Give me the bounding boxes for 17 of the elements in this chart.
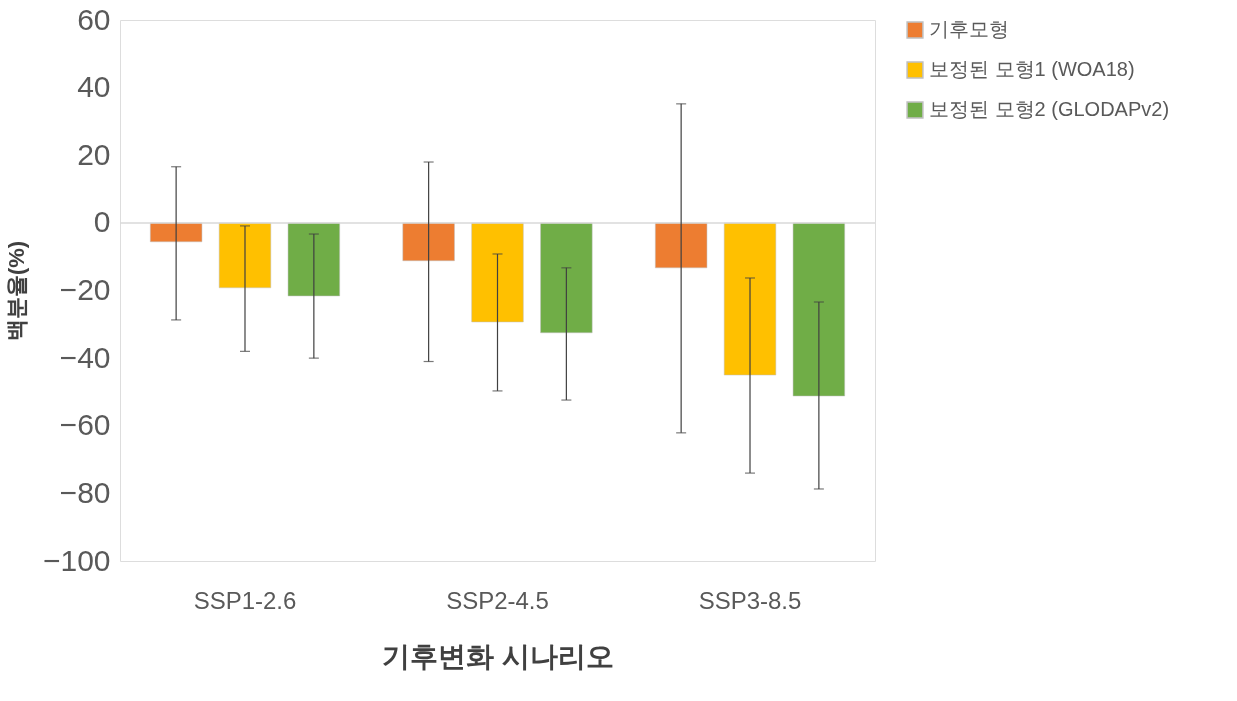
legend-label: 기후모형: [929, 18, 1009, 40]
y-tick-label: −40: [59, 340, 111, 374]
y-axis-title: 백분율(%): [3, 240, 29, 342]
y-tick-label: 60: [77, 2, 111, 36]
legend-label: 보정된 모형1 (WOA18): [929, 58, 1135, 80]
legend-label: 보정된 모형2 (GLODAPv2): [929, 98, 1170, 120]
x-axis-title: 기후변화 시나리오: [382, 640, 614, 672]
y-tick-label: −60: [59, 408, 111, 442]
y-tick-label: −80: [59, 475, 111, 509]
y-tick-label: 40: [77, 70, 111, 104]
x-tick-label: SSP1-2.6: [193, 586, 297, 614]
x-tick-label: SSP2-4.5: [446, 586, 549, 614]
y-tick-label: −20: [59, 273, 111, 306]
x-tick-label: SSP3-8.5: [698, 586, 802, 614]
y-tick-label: 20: [77, 137, 111, 171]
y-tick-label: −100: [42, 543, 111, 577]
y-tick-label: 0: [93, 205, 111, 239]
